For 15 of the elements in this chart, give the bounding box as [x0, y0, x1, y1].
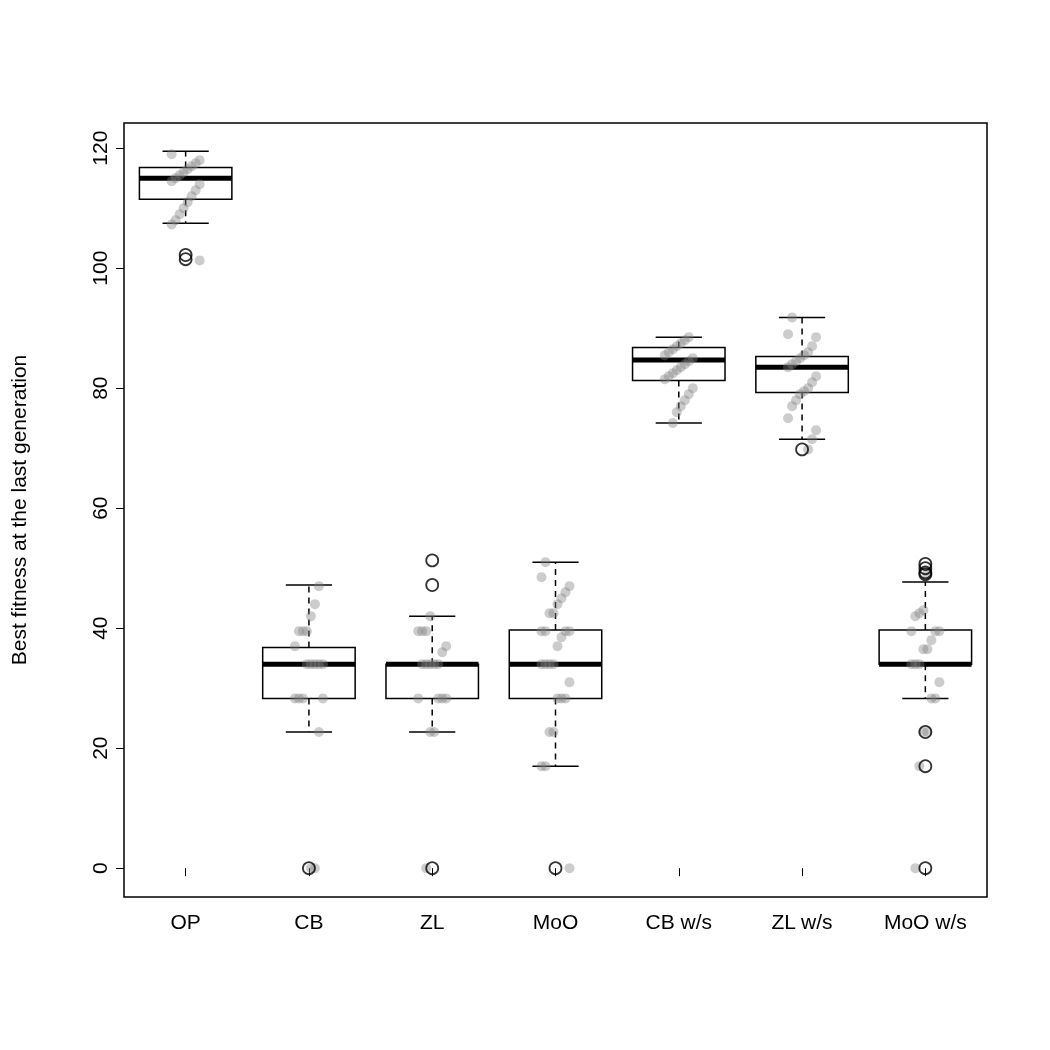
x-tick-label: MoO w/s: [883, 910, 967, 933]
x-tick-label: ZL w/s: [771, 910, 833, 933]
x-tick-label: CB: [294, 910, 324, 933]
x-tick-label: OP: [170, 910, 201, 933]
y-tick-label: 80: [88, 376, 111, 400]
y-tick-label: 20: [88, 736, 111, 760]
y-tick-label: 40: [88, 616, 111, 640]
y-tick-label: 100: [88, 250, 111, 286]
y-axis-title: Best fitness at the last generation: [7, 354, 30, 666]
y-tick-label: 0: [88, 862, 111, 875]
x-tick-label: MoO: [532, 910, 579, 933]
x-tick-label: ZL: [419, 910, 445, 933]
y-tick-label: 120: [88, 130, 111, 166]
y-tick-label: 60: [88, 496, 111, 520]
x-tick-label: CB w/s: [645, 910, 713, 933]
